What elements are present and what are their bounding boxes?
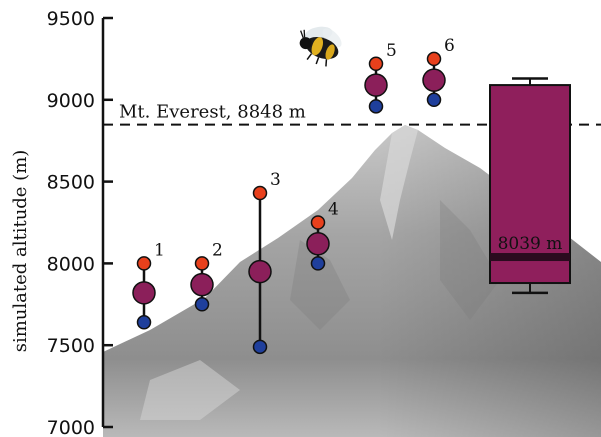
y-tick-label: 8000 [47, 253, 95, 275]
data-point-group-3: 3 [248, 170, 281, 355]
max-point [194, 256, 210, 271]
y-tick-label: 7000 [47, 417, 95, 437]
mean-point [422, 68, 446, 92]
mean-point [364, 73, 388, 97]
mean-point [306, 232, 330, 256]
min-point [136, 315, 152, 330]
min-point [368, 99, 384, 114]
box-median-label: 8039 m [498, 234, 563, 254]
mean-point [190, 272, 214, 297]
mean-point [132, 281, 156, 305]
max-point [252, 185, 268, 201]
data-point-group-4: 4 [306, 200, 339, 271]
point-label: 3 [270, 170, 281, 190]
box-median [490, 253, 570, 262]
max-point [368, 56, 384, 72]
point-label: 1 [154, 240, 165, 260]
max-point [426, 51, 442, 67]
max-point [310, 215, 326, 230]
point-label: 5 [386, 41, 397, 61]
point-label: 4 [328, 200, 339, 220]
data-points: 1 2 3 4 5 6 [132, 36, 455, 355]
y-tick-label: 7500 [47, 335, 95, 357]
min-point [252, 339, 268, 355]
data-point-group-6: 6 [422, 36, 455, 108]
box-iqr [489, 84, 571, 285]
min-point [194, 297, 210, 312]
min-point [310, 256, 326, 271]
y-tick-label: 8500 [47, 172, 95, 194]
altitude-boxplot: 8039 m [489, 77, 571, 295]
y-tick-label: 9000 [47, 90, 95, 112]
y-tick-label: 9500 [47, 8, 95, 30]
point-label: 2 [212, 240, 223, 260]
y-axis-title: simulated altitude (m) [10, 150, 31, 353]
mean-point [248, 259, 272, 284]
max-point [136, 256, 152, 271]
point-label: 6 [444, 36, 455, 56]
min-point [426, 92, 442, 108]
data-point-group-2: 2 [190, 240, 223, 312]
data-point-group-1: 1 [132, 240, 165, 330]
mountain-background [103, 125, 601, 437]
everest-label: Mt. Everest, 8848 m [119, 102, 306, 123]
data-point-group-5: 5 [364, 41, 397, 114]
bumblebee-icon [299, 26, 342, 67]
y-axis: 7000 7500 8000 8500 9000 9500 [47, 8, 113, 437]
